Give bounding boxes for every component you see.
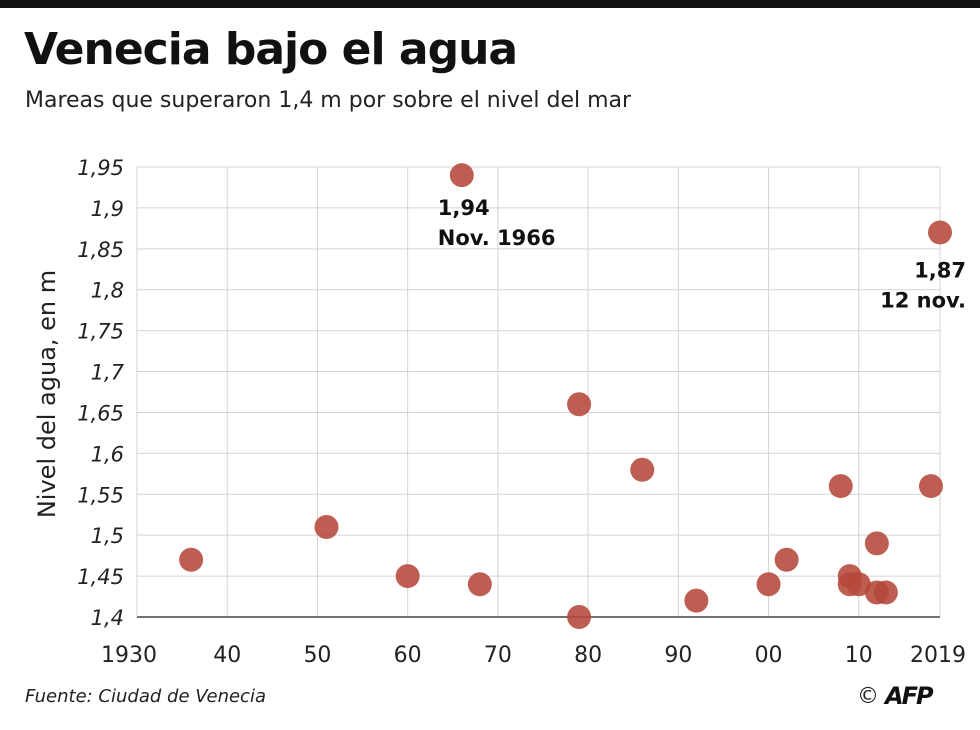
y-tick-label: 1,7 bbox=[91, 361, 125, 385]
y-tick-label: 1,55 bbox=[77, 483, 124, 507]
y-tick-label: 1,5 bbox=[91, 524, 124, 548]
data-point bbox=[756, 572, 781, 597]
data-point bbox=[684, 588, 709, 613]
data-point bbox=[567, 605, 592, 629]
copyright-icon: © bbox=[857, 683, 879, 709]
data-point bbox=[395, 564, 420, 589]
y-tick-label: 1,45 bbox=[77, 565, 124, 589]
x-tick-label: 00 bbox=[755, 643, 783, 668]
data-label: Nov. 1966 bbox=[438, 226, 556, 250]
y-tick-label: 1,4 bbox=[91, 606, 124, 630]
y-tick-label: 1,65 bbox=[77, 401, 124, 425]
x-tick-label: 10 bbox=[845, 643, 873, 668]
source-note: Fuente: Ciudad de Venecia bbox=[25, 686, 266, 707]
data-point bbox=[846, 572, 871, 597]
y-tick-label: 1,9 bbox=[91, 197, 124, 221]
y-tick-label: 1,85 bbox=[77, 238, 124, 262]
x-tick-label: 90 bbox=[664, 643, 692, 668]
data-point bbox=[873, 580, 898, 605]
data-point bbox=[828, 474, 853, 499]
data-label: 12 nov. bbox=[880, 288, 966, 312]
data-point bbox=[918, 474, 943, 499]
x-tick-label: 2019 bbox=[910, 643, 966, 668]
y-tick-label: 1,75 bbox=[77, 320, 124, 344]
data-point bbox=[314, 515, 339, 539]
data-point bbox=[774, 547, 799, 572]
x-tick-label: 70 bbox=[484, 643, 512, 668]
data-label: 1,87 bbox=[914, 258, 966, 282]
y-axis-title: Nivel del agua, en m bbox=[33, 270, 61, 518]
y-tick-label: 1,8 bbox=[91, 279, 124, 303]
data-point bbox=[467, 572, 492, 597]
credit: © AFP bbox=[857, 682, 934, 710]
x-tick-label: 1930 bbox=[101, 643, 157, 668]
data-point bbox=[928, 220, 952, 245]
x-tick-label: 40 bbox=[213, 643, 241, 668]
y-tick-label: 1,95 bbox=[77, 156, 124, 180]
data-point bbox=[567, 392, 592, 417]
data-point bbox=[630, 457, 655, 482]
x-tick-label: 80 bbox=[574, 643, 602, 668]
chart-title: Venecia bajo el agua bbox=[24, 24, 518, 75]
chart-subtitle: Mareas que superaron 1,4 m por sobre el … bbox=[25, 88, 632, 113]
top-bar bbox=[0, 0, 980, 8]
y-tick-label: 1,6 bbox=[91, 442, 124, 466]
data-point bbox=[179, 547, 204, 572]
x-tick-label: 50 bbox=[303, 643, 331, 668]
x-tick-label: 60 bbox=[394, 643, 422, 668]
afp-logo: AFP bbox=[885, 682, 934, 710]
data-label: 1,94 bbox=[438, 196, 490, 220]
data-point bbox=[864, 531, 889, 556]
data-point bbox=[449, 163, 474, 188]
